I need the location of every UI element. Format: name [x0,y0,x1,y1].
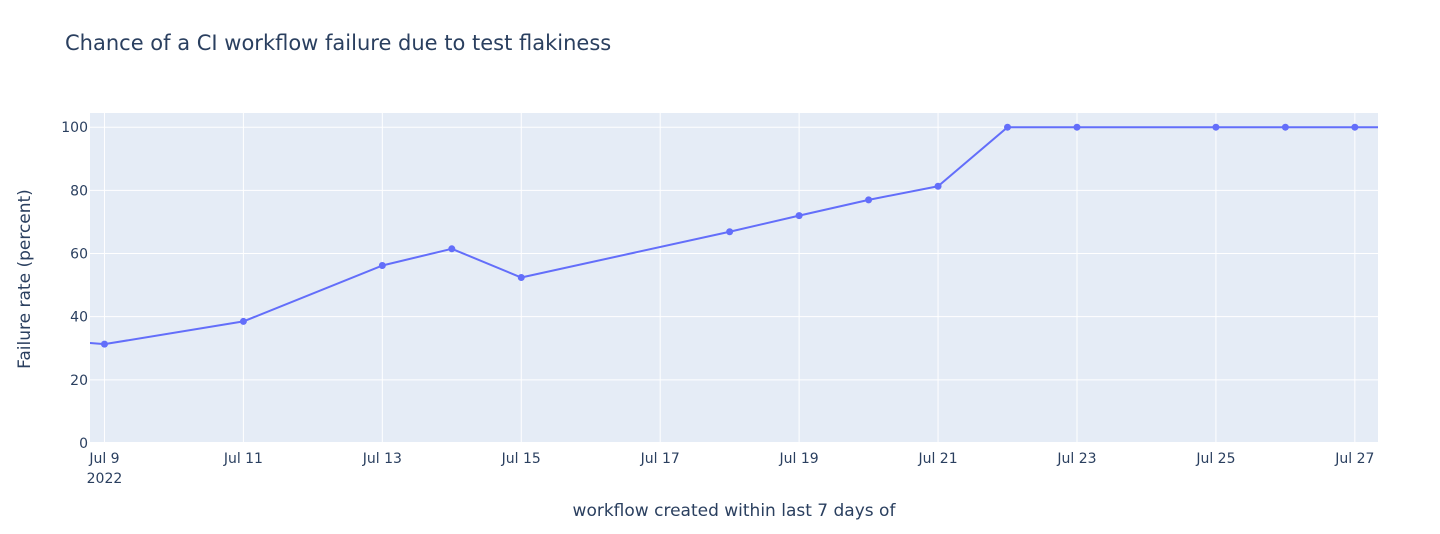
data-point [239,317,247,325]
x-tick-label: Jul 23 [1056,451,1096,467]
x-tick-label: Jul 11 [223,451,263,467]
data-point [1351,123,1359,131]
data-point [1073,123,1081,131]
data-point [1212,123,1220,131]
chart-title: Chance of a CI workflow failure due to t… [65,31,611,55]
data-point [100,340,108,348]
data-point [1421,124,1428,131]
data-point [865,196,873,204]
data-point [448,245,456,253]
y-tick-label: 80 [70,183,88,199]
series [90,123,1428,348]
x-tick-label: Jul 17 [640,451,680,467]
x-axis-title: workflow created within last 7 days of [573,501,897,521]
x-tick-label: Jul 25 [1195,451,1235,467]
y-tick-label: 0 [79,436,88,452]
data-point [795,212,803,220]
data-point [726,228,734,236]
data-point [1004,123,1012,131]
x-tick-label: Jul 9 [88,451,119,467]
plot-area [90,113,1378,443]
y-tick-label: 100 [61,120,88,136]
series-line [90,126,1378,346]
x-tick-label: Jul 21 [917,451,957,467]
x-tick-label: Jul 27 [1334,451,1374,467]
y-axis-title: Failure rate (percent) [15,189,35,369]
x-tick-label: Jul 19 [779,451,819,467]
data-point [378,262,386,270]
data-point [1281,123,1289,131]
y-tick-label: 40 [70,310,88,326]
y-tick-label: 60 [70,247,88,263]
grid [90,113,1378,444]
y-tick-label: 20 [70,373,88,389]
axis-ticks: 0 20 40 60 80 100 Jul 9 2022 Jul 11 Jul 13 Jul 15 J… [61,120,1374,487]
data-point [934,182,942,190]
x-tick-label: Jul 13 [362,451,402,467]
x-tick-label: Jul 15 [501,451,541,467]
x-tick-sublabel: 2022 [87,471,123,487]
data-point [517,274,525,282]
